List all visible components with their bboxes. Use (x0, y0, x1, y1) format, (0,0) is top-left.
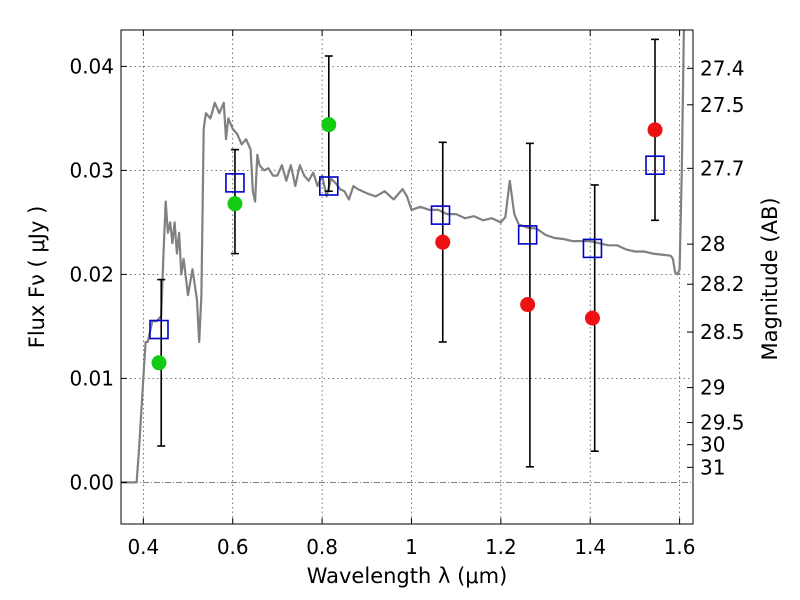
x-tick-label: 0.4 (127, 535, 159, 559)
y2-tick-label: 27.4 (700, 56, 745, 80)
model-photometry-square (225, 173, 245, 193)
detection-point (227, 196, 243, 212)
nondetection-point (647, 122, 663, 138)
y2-tick-label: 29 (700, 376, 725, 400)
model-photometry-square (149, 319, 169, 340)
nondetection-point (435, 234, 451, 250)
nondetection-point (584, 310, 600, 326)
y2-tick-label: 28.5 (700, 320, 745, 344)
model-photometry-square (582, 238, 603, 259)
x-axis-label: Wavelength λ (μm) (307, 564, 508, 588)
plot-frame (120, 29, 694, 525)
y-axis-label: Flux Fν ( μJy ) (25, 206, 49, 349)
x-tick-label: 0.6 (217, 535, 249, 559)
y-tick-label: 0.02 (69, 262, 114, 286)
y2-tick-label: 29.5 (700, 411, 745, 435)
y-tick-label: 0.03 (69, 158, 114, 182)
y-tick-label: 0.00 (69, 470, 114, 494)
grid-lines (121, 30, 693, 524)
y2-tick-label: 31 (700, 455, 725, 479)
y2-tick-label: 28 (700, 232, 725, 256)
model-photometry-square (645, 155, 665, 175)
x-tick-label: 1 (405, 535, 418, 559)
x-tick-label: 1.2 (485, 535, 517, 559)
y2-tick-label: 27.7 (700, 156, 745, 180)
y-tick-label: 0.01 (69, 366, 114, 390)
x-tick-label: 0.8 (306, 535, 338, 559)
model-photometry-square (517, 225, 538, 245)
data-layer (121, 30, 685, 484)
detection-point (151, 355, 167, 371)
x-tick-label: 1.4 (574, 535, 606, 559)
sed-model-line (121, 30, 685, 484)
y-tick-label: 0.04 (69, 54, 114, 78)
y2-tick-label: 28.2 (700, 272, 745, 296)
y2-tick-label: 30 (700, 433, 725, 457)
y2-tick-label: 27.5 (700, 93, 745, 117)
axis-layer: 0.4 0.6 0.8 1 1.2 1.4 1.6 0.00 0.01 0.02 0.03 0.04 2… (69, 30, 745, 559)
y2-axis-label: Magnitude (AB) (758, 197, 782, 360)
model-photometry-square (318, 176, 339, 196)
x-tick-label: 1.6 (664, 535, 696, 559)
nondetection-point (520, 297, 536, 313)
detection-point (321, 117, 337, 133)
model-photometry-square (430, 205, 451, 225)
